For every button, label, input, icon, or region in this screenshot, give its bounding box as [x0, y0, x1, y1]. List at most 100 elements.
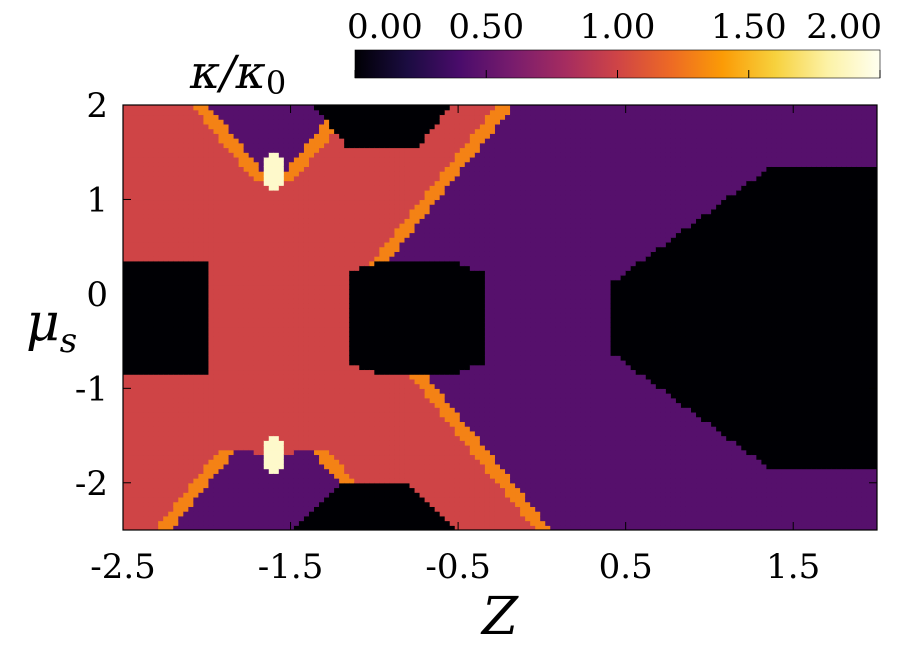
heatmap-cell: [128, 492, 134, 498]
heatmap-cell: [283, 355, 290, 361]
heatmap-cell: [258, 166, 265, 172]
heatmap-cell: [193, 232, 199, 238]
heatmap-cell: [364, 237, 370, 243]
heatmap-cell: [278, 520, 285, 526]
heatmap-cell: [248, 289, 255, 295]
heatmap-cell: [308, 435, 315, 441]
heatmap-cell: [143, 454, 149, 460]
heatmap-cell: [223, 369, 230, 375]
heatmap-cell: [228, 473, 235, 479]
heatmap-cell: [193, 326, 199, 333]
heatmap-cell: [339, 171, 345, 177]
heatmap-cell: [298, 298, 305, 304]
heatmap-cell: [394, 246, 401, 252]
heatmap-cell: [128, 128, 134, 134]
heatmap-cell: [389, 161, 396, 167]
heatmap-cell: [293, 279, 300, 286]
heatmap-cell: [203, 232, 210, 238]
heatmap-cell: [238, 142, 245, 149]
heatmap-cell: [329, 223, 335, 229]
heatmap-cell: [248, 232, 255, 238]
heatmap-cell: [223, 190, 230, 196]
heatmap-cell: [158, 350, 164, 356]
heatmap-cell: [379, 208, 385, 215]
heatmap-cell: [163, 227, 169, 234]
heatmap-cell: [178, 355, 184, 361]
heatmap-cell: [233, 501, 240, 507]
heatmap-cell: [138, 175, 144, 182]
heatmap-cell: [349, 482, 355, 489]
heatmap-cell: [379, 199, 385, 205]
heatmap-cell: [178, 156, 184, 163]
heatmap-cell: [374, 142, 380, 149]
heatmap-cell: [268, 511, 275, 517]
heatmap-cell: [268, 303, 275, 309]
heatmap-cell: [354, 204, 360, 210]
heatmap-cell: [298, 246, 305, 252]
heatmap-cell: [248, 388, 255, 394]
heatmap-cell: [344, 133, 350, 139]
heatmap-cell: [153, 435, 159, 441]
heatmap-cell: [298, 208, 305, 215]
heatmap-cell: [308, 284, 315, 290]
heatmap-cell: [193, 213, 199, 219]
heatmap-cell: [148, 232, 154, 238]
heatmap-cell: [168, 190, 174, 196]
heatmap-cell: [148, 435, 154, 441]
heatmap-cell: [369, 378, 375, 385]
heatmap-cell: [138, 232, 144, 238]
heatmap-cell: [384, 265, 391, 271]
heatmap-cell: [143, 180, 149, 186]
heatmap-cell: [379, 190, 385, 196]
heatmap-cell: [339, 459, 345, 465]
heatmap-cell: [143, 298, 149, 304]
heatmap-cell: [208, 114, 215, 120]
heatmap-cell: [148, 185, 154, 191]
heatmap-cell: [258, 275, 265, 281]
heatmap-cell: [369, 208, 375, 215]
heatmap-cell: [148, 492, 154, 498]
heatmap-cell: [178, 303, 184, 309]
heatmap-cell: [198, 487, 205, 493]
heatmap-cell: [389, 322, 396, 328]
heatmap-cell: [203, 114, 210, 120]
heatmap-cell: [354, 270, 360, 276]
heatmap-cell: [369, 227, 375, 234]
heatmap-cell: [344, 260, 350, 267]
heatmap-cell: [153, 459, 159, 465]
heatmap-cell: [248, 487, 255, 493]
heatmap-cell: [128, 393, 134, 399]
heatmap-cell: [268, 312, 275, 319]
heatmap-cell: [389, 393, 396, 399]
heatmap-cell: [138, 199, 144, 205]
heatmap-cell: [374, 440, 380, 446]
heatmap-cell: [268, 515, 275, 522]
heatmap-cell: [238, 411, 245, 418]
heatmap-cell: [314, 171, 320, 177]
heatmap-cell: [133, 260, 139, 267]
heatmap-cell: [298, 454, 305, 460]
heatmap-cell: [123, 345, 129, 352]
heatmap-cell: [278, 468, 285, 474]
heatmap-cell: [173, 109, 179, 116]
heatmap-cell: [228, 378, 235, 385]
heatmap-cell: [193, 204, 199, 210]
heatmap-cell: [193, 345, 199, 352]
heatmap-cell: [213, 246, 220, 252]
heatmap-cell: [359, 312, 365, 319]
heatmap-cell: [339, 331, 345, 337]
heatmap-cell: [218, 265, 225, 271]
heatmap-cell: [389, 388, 396, 394]
heatmap-cell: [218, 303, 225, 309]
heatmap-cell: [218, 445, 225, 451]
heatmap-cell: [324, 350, 330, 356]
heatmap-cell: [223, 482, 230, 489]
heatmap-cell: [123, 194, 129, 201]
heatmap-cell: [273, 525, 280, 530]
heatmap-cell: [384, 312, 391, 319]
heatmap-cell: [334, 218, 340, 224]
heatmap-cell: [258, 383, 265, 389]
heatmap-cell: [258, 204, 265, 210]
heatmap-cell: [389, 454, 396, 460]
heatmap-cell: [314, 152, 320, 158]
